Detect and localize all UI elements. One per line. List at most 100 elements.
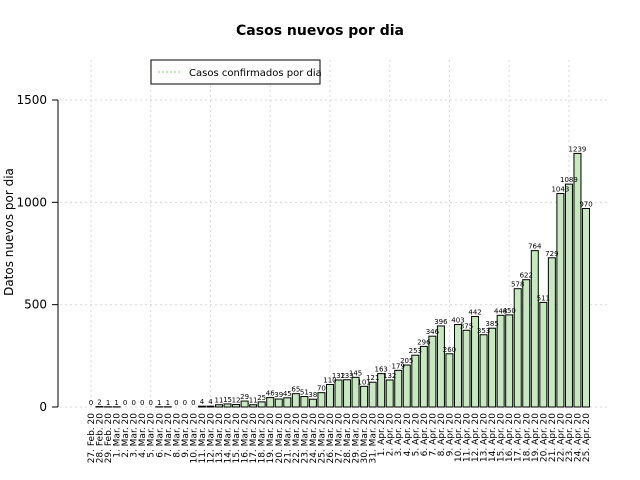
x-tick-label: 6. Mar. 20 (155, 413, 165, 458)
data-label: 12 (232, 397, 241, 405)
data-label: 442 (468, 309, 481, 317)
data-label: 1 (114, 399, 118, 407)
data-label: 51 (300, 389, 309, 397)
x-tick-label: 30. Mar. 20 (360, 413, 370, 464)
x-tick-label: 25. Apr. 20 (582, 413, 592, 462)
data-label: 70 (317, 385, 326, 393)
x-tick-label: 20. Apr. 20 (539, 413, 549, 462)
bar (453, 324, 462, 408)
x-tick-label: 10. Apr. 20 (454, 413, 464, 462)
data-label: 4 (200, 398, 205, 406)
data-label: 46 (266, 390, 275, 398)
x-tick-label: 17. Mar. 20 (249, 413, 259, 464)
x-tick-label: 8. Mar. 20 (172, 413, 182, 458)
data-label: 403 (451, 317, 464, 325)
x-tick-label: 11. Mar. 20 (198, 413, 208, 464)
bar (274, 398, 283, 408)
x-tick-label: 9. Apr. 20 (445, 413, 455, 457)
bar (385, 379, 394, 408)
legend-label: Casos confirmados por dia (189, 68, 322, 79)
x-tick-label: 29. Feb. 20 (104, 413, 114, 464)
data-label: 132 (332, 372, 345, 380)
data-label: 121 (366, 374, 379, 382)
x-tick-label: 12. Apr. 20 (471, 413, 481, 462)
data-label: 4 (208, 398, 213, 406)
data-label: 101 (357, 378, 370, 386)
x-tick-label: 4. Mar. 20 (138, 413, 148, 458)
data-label: 1 (106, 399, 110, 407)
data-label: 1089 (560, 176, 578, 184)
data-label: 11 (215, 397, 224, 405)
x-tick-label: 5. Mar. 20 (147, 413, 157, 458)
x-tick-label: 13. Mar. 20 (215, 413, 225, 464)
data-label: 25 (257, 394, 266, 402)
bar (206, 405, 215, 408)
x-tick-label: 16. Apr. 20 (505, 413, 515, 462)
data-label: 2 (97, 399, 101, 407)
data-label: 448 (494, 307, 507, 315)
x-tick-label: 31. Mar. 20 (369, 413, 379, 464)
bar (232, 404, 241, 408)
x-tick-label: 12. Mar. 20 (206, 413, 216, 464)
x-tick-label: 20. Mar. 20 (275, 413, 285, 464)
chart-title: Casos nuevos por dia (236, 23, 404, 39)
data-label: 296 (417, 338, 431, 346)
data-label: 39 (274, 391, 283, 399)
bar (496, 314, 505, 408)
bar (505, 314, 514, 408)
x-tick-label: 27. Mar. 20 (335, 413, 345, 464)
bar (582, 207, 590, 408)
bar (402, 364, 411, 408)
data-label: 0 (89, 399, 93, 407)
data-label: 133 (340, 372, 353, 380)
data-label: 729 (545, 250, 558, 258)
bar (317, 392, 326, 408)
data-label: 38 (308, 391, 317, 399)
x-tick-label: 1. Apr. 20 (377, 413, 387, 457)
bar (266, 397, 275, 408)
x-tick-label: 5. Apr. 20 (411, 413, 421, 457)
x-tick-label: 11. Apr. 20 (463, 413, 473, 462)
x-tick-label: 14. Apr. 20 (488, 413, 498, 462)
data-label: 1 (166, 399, 170, 407)
x-tick-label: 24. Apr. 20 (573, 413, 583, 462)
x-tick-label: 16. Mar. 20 (241, 413, 251, 464)
data-label: 970 (579, 200, 592, 208)
x-tick-label: 29. Mar. 20 (352, 413, 362, 464)
bar (411, 354, 420, 408)
data-label: 179 (392, 362, 405, 370)
data-label: 0 (140, 399, 144, 407)
x-tick-label: 28. Mar. 20 (343, 413, 353, 464)
data-label: 0 (183, 399, 187, 407)
bar (462, 329, 471, 408)
bar (556, 193, 565, 408)
bar (419, 345, 428, 408)
bar (300, 396, 309, 408)
x-tick-label: 10. Mar. 20 (189, 413, 199, 464)
data-label: 65 (291, 386, 300, 394)
bar (360, 385, 369, 408)
data-label: 1 (157, 399, 161, 407)
data-label: 578 (511, 281, 524, 289)
bar (334, 379, 343, 408)
bar (522, 279, 531, 408)
data-label: 0 (149, 399, 153, 407)
data-label: 764 (528, 243, 542, 251)
data-label: 1239 (569, 145, 587, 153)
data-label: 0 (174, 399, 178, 407)
data-label: 396 (434, 318, 448, 326)
x-tick-label: 17. Apr. 20 (514, 413, 524, 462)
data-label: 11 (249, 397, 258, 405)
bar (343, 379, 352, 408)
data-label: 450 (503, 307, 516, 315)
x-tick-label: 1. Mar. 20 (113, 413, 123, 458)
y-tick-label: 1000 (16, 195, 47, 209)
x-tick-label: 6. Apr. 20 (420, 413, 430, 457)
data-label: 163 (374, 366, 387, 374)
data-label: 15 (223, 396, 232, 404)
data-label: 1043 (551, 186, 569, 194)
x-tick-label: 7. Mar. 20 (164, 413, 174, 458)
bar (479, 334, 488, 408)
